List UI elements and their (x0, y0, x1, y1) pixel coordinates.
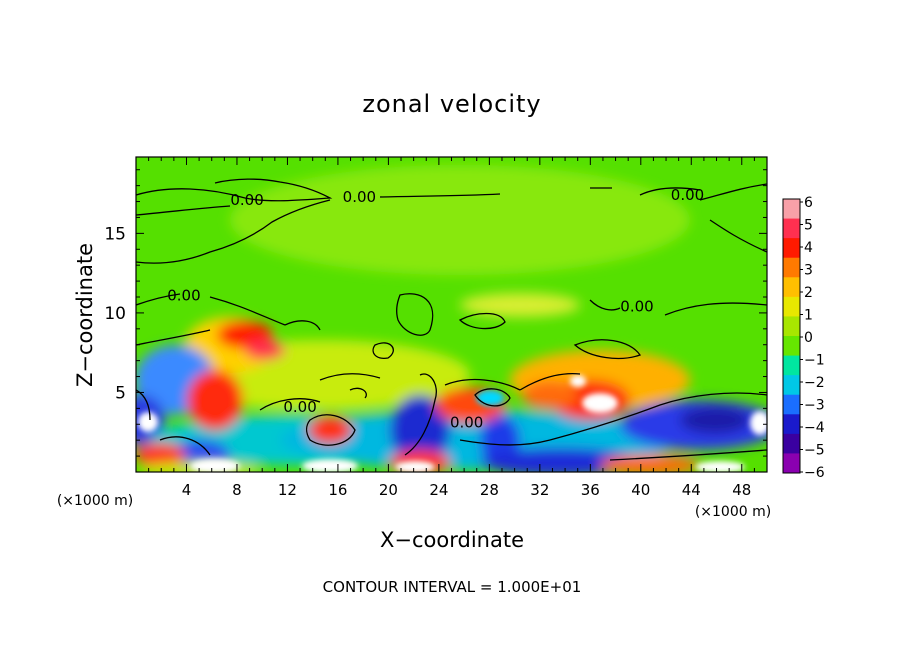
colorbar-swatch (783, 316, 800, 337)
colorbar-swatch (783, 277, 800, 298)
x-tick-label: 16 (328, 481, 347, 499)
colorbar-tick-label: −2 (804, 375, 825, 391)
colorbar-tick-label: 6 (804, 195, 813, 211)
colorbar-swatch (783, 414, 800, 435)
chart-title: zonal velocity (362, 90, 541, 118)
colorbar-tick-label: 1 (804, 308, 813, 324)
y-tick-label: 15 (104, 224, 126, 244)
x-tick-label: 4 (182, 481, 192, 499)
x-tick-label: 32 (530, 481, 549, 499)
contour-label: 0.00 (343, 188, 376, 206)
y-tick-label: 5 (115, 383, 126, 403)
contour-labels: 0.00 0.00 0.00 0.00 0.00 0.00 0.00 (167, 186, 704, 432)
colorbar-tick-label: 0 (804, 330, 813, 346)
contour-label: 0.00 (620, 298, 653, 316)
x-tick-label: 20 (379, 481, 398, 499)
x-tick-label: 48 (732, 481, 751, 499)
colorbar-swatch (783, 453, 800, 474)
colorbar-tick-label: −3 (804, 398, 825, 414)
colorbar-swatch (783, 355, 800, 376)
colorbar-swatch (783, 296, 800, 317)
contour-label: 0.00 (167, 286, 200, 304)
x-tick-label: 28 (480, 481, 499, 499)
x-tick-label: 8 (232, 481, 242, 499)
colorbar (782, 198, 801, 474)
colorbar-swatch (783, 375, 800, 396)
colorbar-swatch (783, 257, 800, 278)
colorbar-swatch (783, 336, 800, 357)
y-tick-label: 10 (104, 304, 126, 324)
colorbar-tick-label: −1 (804, 353, 825, 369)
x-tick-label: 12 (278, 481, 297, 499)
colorbar-tick-label: −4 (804, 420, 825, 436)
colorbar-tick-label: 5 (804, 218, 813, 234)
colorbar-tick-label: 2 (804, 285, 813, 301)
colorbar-tick-label: 4 (804, 240, 813, 256)
x-tick-label: 24 (429, 481, 448, 499)
contour-label: 0.00 (230, 191, 263, 209)
colorbar-swatch (783, 238, 800, 259)
contour-label: 0.00 (671, 186, 704, 204)
contour-label: 0.00 (283, 398, 316, 416)
x-tick-label: 36 (581, 481, 600, 499)
colorbar-swatch (783, 433, 800, 454)
x-unit-left: (×1000 m) (57, 493, 133, 509)
colorbar-frame (782, 198, 801, 474)
colorbar-swatch (783, 218, 800, 239)
colorbar-tick-label: −5 (804, 443, 825, 459)
contour-lines (136, 178, 767, 461)
colorbar-swatch (783, 199, 800, 220)
colorbar-tick-label: −6 (804, 465, 825, 481)
x-tick-labels: 4 8 12 16 20 24 28 32 36 40 44 48 (182, 481, 752, 499)
x-tick-label: 44 (682, 481, 701, 499)
y-tick-labels: 5 10 15 (104, 224, 126, 403)
heatmap-field (136, 157, 767, 472)
contour-interval-footer: CONTOUR INTERVAL = 1.000E+01 (323, 578, 582, 596)
contour-label: 0.00 (450, 414, 483, 432)
x-unit-right: (×1000 m) (695, 504, 771, 520)
x-axis-label: X−coordinate (380, 528, 524, 552)
colorbar-tick-label: 3 (804, 263, 813, 279)
colorbar-swatch (783, 394, 800, 415)
axis-ticks (136, 157, 767, 472)
colorbar-labels: 6 5 4 3 2 1 0 −1 −2 −3 −4 −5 −6 (800, 195, 825, 481)
y-axis-label: Z−coordinate (73, 243, 97, 387)
x-tick-label: 40 (631, 481, 650, 499)
